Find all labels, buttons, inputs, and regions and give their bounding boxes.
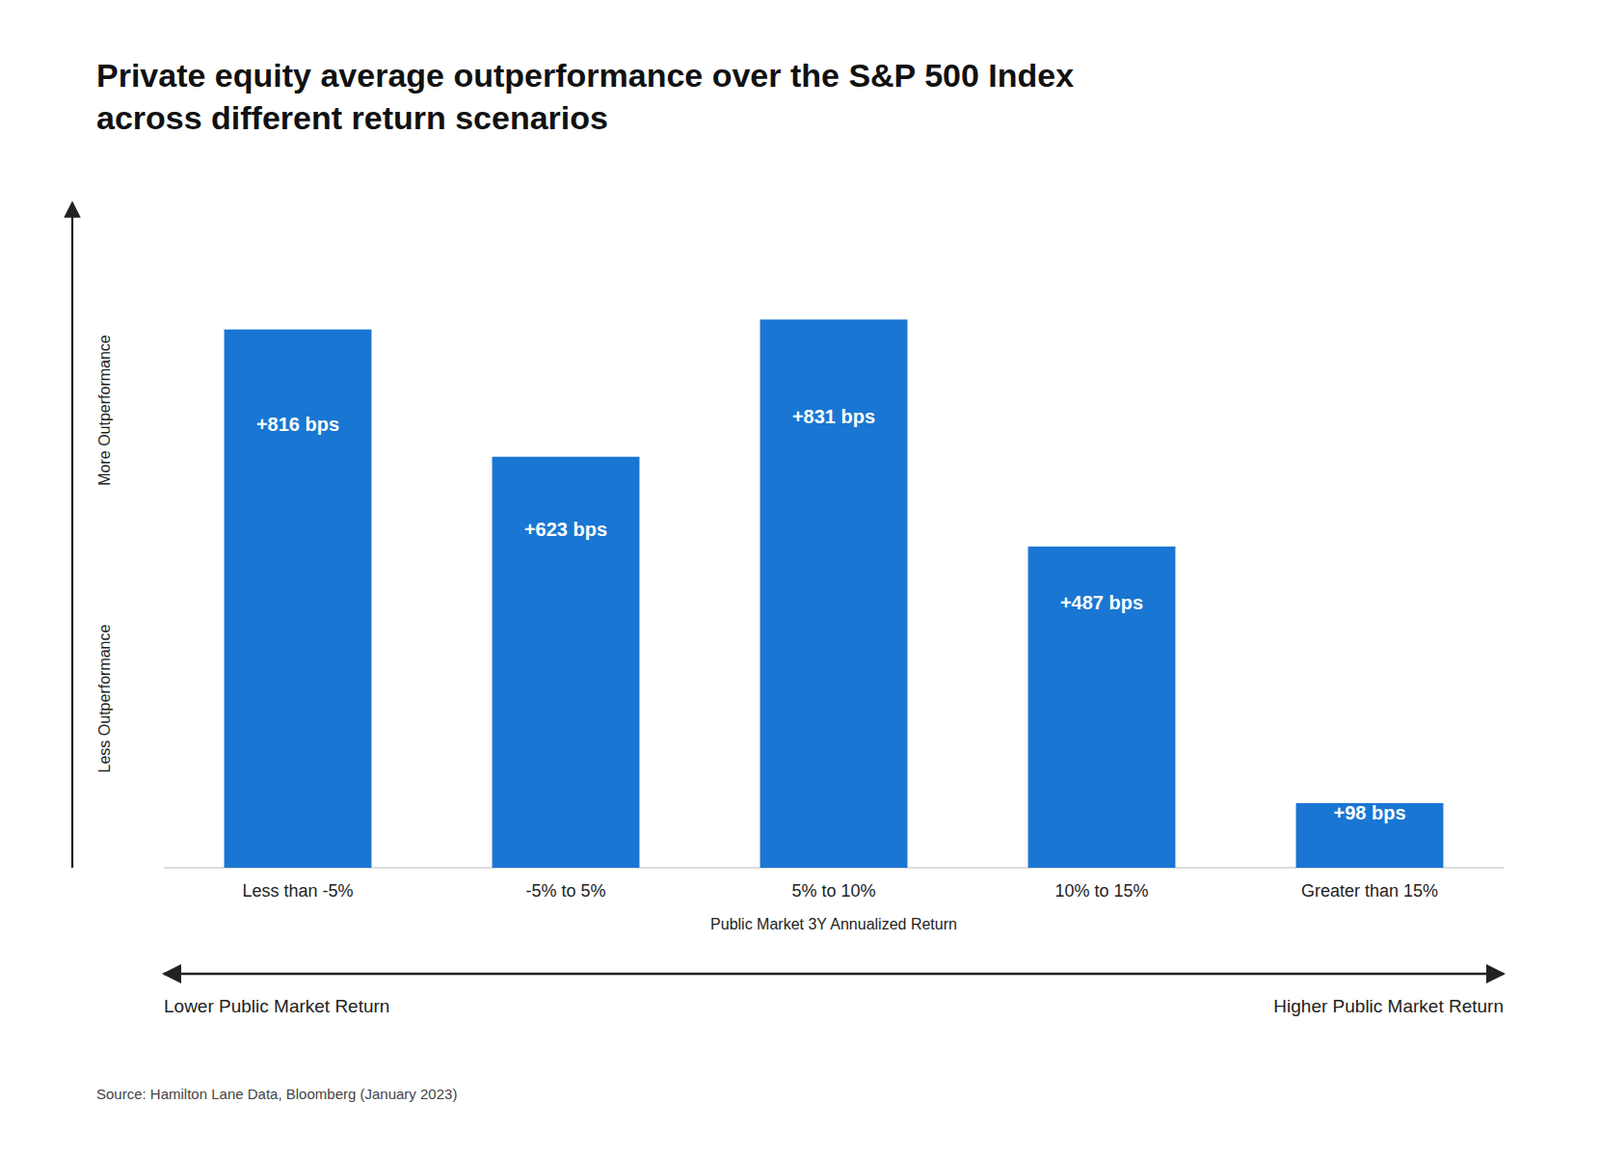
bar [224, 329, 373, 868]
y-arrow [71, 202, 74, 868]
data-label: +831 bps [792, 405, 876, 427]
x-tick-label: 5% to 10% [791, 880, 876, 901]
bars [224, 319, 1444, 868]
x-tick-label: -5% to 5% [525, 880, 606, 901]
data-label: +487 bps [1060, 591, 1144, 614]
title: Private equity average outperformance ov… [96, 56, 1074, 136]
x-tick-label: Less than -5% [241, 880, 353, 901]
bar [1028, 546, 1176, 868]
bar [760, 319, 908, 868]
x-axis-label: Public Market 3Y Annualized Return [710, 915, 958, 933]
source: Source: Hamilton Lane Data, Bloomberg (J… [96, 1085, 457, 1102]
x-tick-label: Greater than 15% [1301, 880, 1439, 901]
bar [492, 456, 640, 868]
y-label-top: More Outperformance [96, 334, 113, 486]
chart: Private equity average outperformance ov… [0, 0, 1600, 1157]
bar [1296, 802, 1444, 868]
x-tick-label: 10% to 15% [1054, 880, 1148, 901]
title-line: Private equity average outperformance ov… [96, 56, 1074, 94]
y-label-bottom: Less Outperformance [96, 623, 113, 773]
arrow-label-right: Higher Public Market Return [1273, 995, 1504, 1016]
x-arrow [163, 972, 1504, 976]
title-line: across different return scenarios [96, 99, 609, 136]
data-label: +623 bps [524, 518, 608, 540]
data-label: +816 bps [256, 413, 340, 435]
arrow-label-left: Lower Public Market Return [163, 995, 390, 1016]
data-label: +98 bps [1333, 801, 1406, 824]
